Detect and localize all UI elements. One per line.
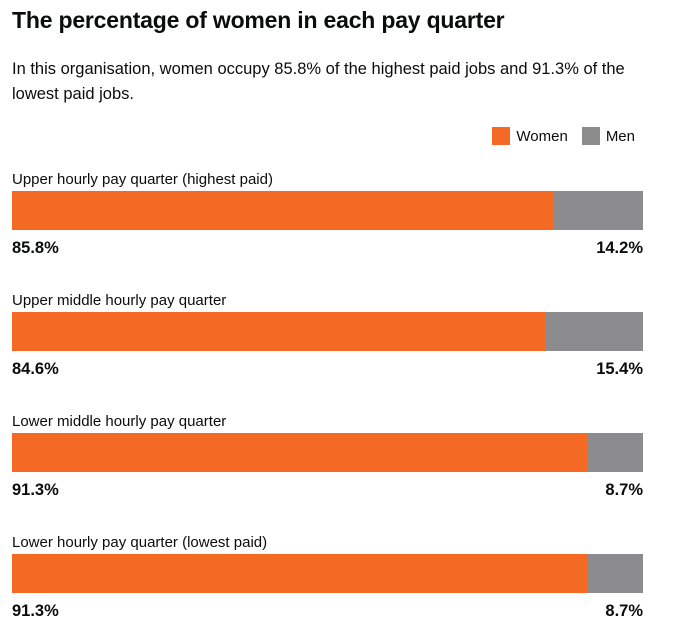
category-label: Upper hourly pay quarter (highest paid) xyxy=(12,171,273,188)
stacked-bar xyxy=(12,312,643,351)
bar-segment-men xyxy=(588,554,643,593)
stacked-bar xyxy=(12,191,643,230)
bar-row: Upper hourly pay quarter (highest paid) 8… xyxy=(12,171,643,258)
stacked-bar xyxy=(12,433,643,472)
data-label-women: 91.3% xyxy=(12,481,59,499)
data-label-women: 84.6% xyxy=(12,360,59,378)
value-labels: 84.6% 15.4% xyxy=(12,359,643,379)
legend-swatch-women xyxy=(492,127,511,145)
stacked-bar xyxy=(12,554,643,593)
data-label-men: 8.7% xyxy=(605,602,643,620)
chart-title: The percentage of women in each pay quar… xyxy=(12,7,505,33)
bar-segment-women xyxy=(12,312,546,351)
data-label-men: 14.2% xyxy=(596,239,643,257)
value-labels: 91.3% 8.7% xyxy=(12,601,643,621)
bar-row: Upper middle hourly pay quarter 84.6% 15.4… xyxy=(12,292,643,379)
legend-label-men: Men xyxy=(605,127,635,145)
data-label-men: 15.4% xyxy=(596,360,643,378)
legend-label-women: Women xyxy=(516,127,568,145)
value-labels: 85.8% 14.2% xyxy=(12,238,643,258)
bar-segment-women xyxy=(12,433,589,472)
bar-segment-women xyxy=(12,191,554,230)
bar-row: Lower hourly pay quarter (lowest paid) 91… xyxy=(12,534,643,621)
bar-segment-men xyxy=(588,433,643,472)
legend-item-men: Men xyxy=(581,127,635,145)
legend: Women Men xyxy=(478,127,635,145)
value-labels: 91.3% 8.7% xyxy=(12,480,643,500)
category-label: Lower middle hourly pay quarter xyxy=(12,413,227,430)
bar-segment-women xyxy=(12,554,589,593)
legend-swatch-men xyxy=(581,127,600,145)
chart-subtitle: In this organisation, women occupy 85.8%… xyxy=(12,60,625,103)
category-label: Lower hourly pay quarter (lowest paid) xyxy=(12,534,268,551)
category-label: Upper middle hourly pay quarter xyxy=(12,292,227,309)
bar-segment-men xyxy=(553,191,643,230)
data-label-women: 91.3% xyxy=(12,602,59,620)
data-label-women: 85.8% xyxy=(12,239,59,257)
legend-item-women: Women xyxy=(492,127,568,145)
bar-row: Lower middle hourly pay quarter 91.3% 8.7% xyxy=(12,413,643,500)
bar-segment-men xyxy=(545,312,643,351)
data-label-men: 8.7% xyxy=(605,481,643,499)
